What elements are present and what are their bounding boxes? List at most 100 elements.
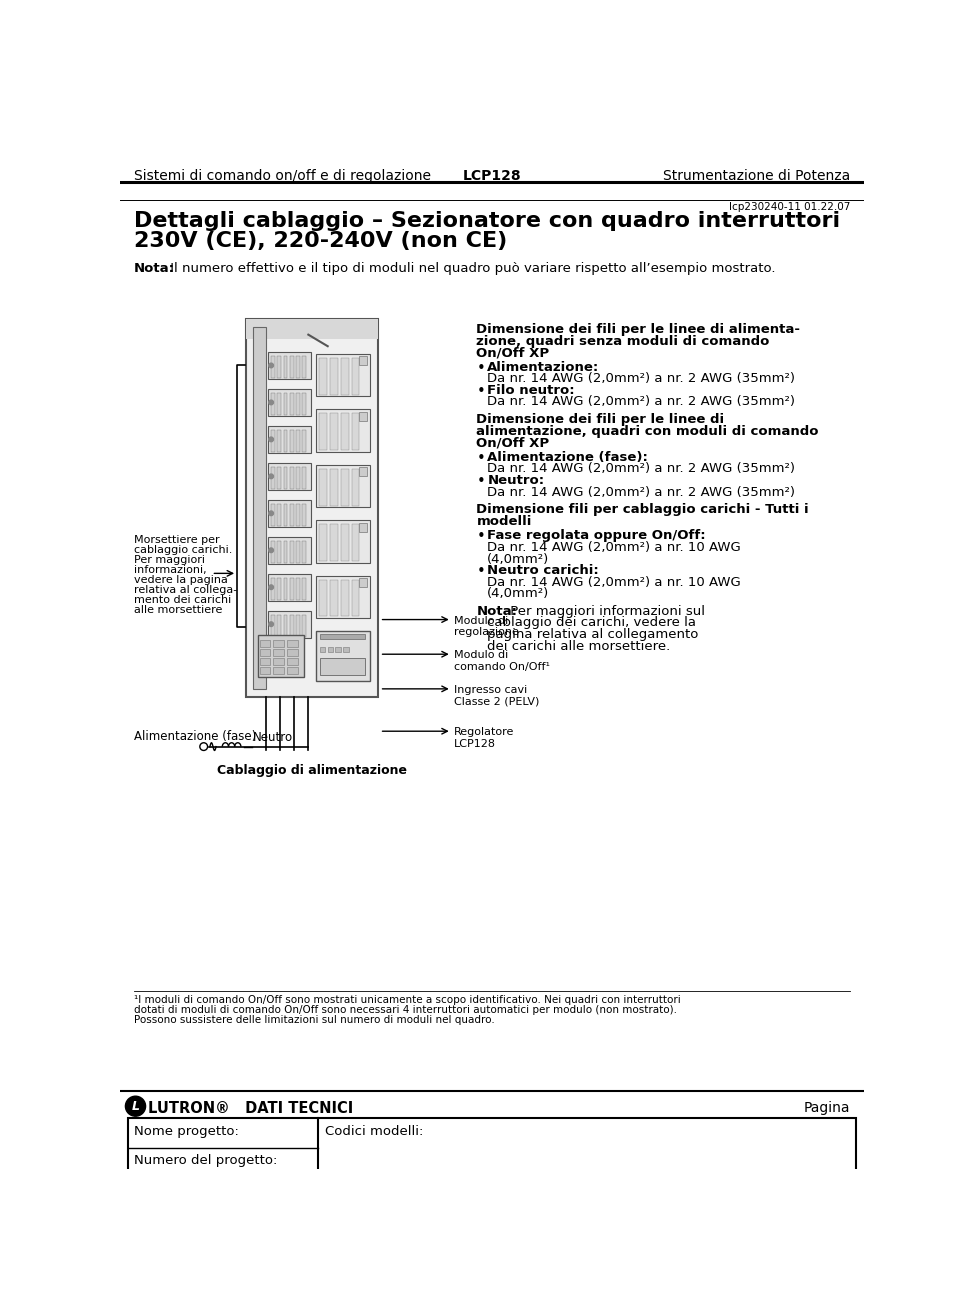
Bar [287, 667, 299, 675]
Bar [283, 541, 287, 562]
Bar [271, 504, 275, 525]
Text: Alimentazione:: Alimentazione: [488, 361, 600, 374]
Bar [359, 578, 368, 587]
Circle shape [126, 1096, 146, 1116]
Text: Per maggiori informazioni sul: Per maggiori informazioni sul [506, 605, 705, 618]
Text: Cablaggio di alimentazione: Cablaggio di alimentazione [217, 764, 407, 777]
Text: vedere la pagina: vedere la pagina [134, 575, 228, 584]
Bar [274, 649, 284, 655]
Bar [283, 467, 287, 488]
Text: Numero del progetto:: Numero del progetto: [134, 1154, 277, 1167]
Bar [335, 646, 341, 651]
Bar [359, 412, 368, 421]
Bar [277, 467, 281, 488]
Bar [283, 578, 287, 600]
Text: •: • [476, 474, 485, 488]
Bar [359, 467, 368, 477]
Bar [320, 646, 325, 651]
Bar [268, 390, 311, 416]
Text: On/Off XP: On/Off XP [476, 436, 550, 449]
Text: Neutro: Neutro [253, 731, 294, 744]
Circle shape [269, 548, 274, 553]
Text: •: • [476, 361, 485, 376]
Bar [247, 319, 378, 697]
Bar [359, 356, 368, 365]
Bar [351, 469, 359, 506]
Text: Da nr. 14 AWG (2,0mm²) a nr. 2 AWG (35mm²): Da nr. 14 AWG (2,0mm²) a nr. 2 AWG (35mm… [488, 395, 795, 408]
Text: lcp230240-11 01.22.07: lcp230240-11 01.22.07 [729, 202, 850, 213]
Text: alimentazione, quadri con moduli di comando: alimentazione, quadri con moduli di coma… [476, 424, 819, 437]
Bar [287, 639, 299, 646]
Bar [277, 356, 281, 378]
Text: Nota:: Nota: [134, 261, 175, 274]
Bar [302, 504, 306, 525]
Bar [290, 431, 294, 452]
Bar [344, 646, 348, 651]
Bar [302, 614, 306, 637]
Bar [330, 469, 338, 506]
Text: Fase regolata oppure On/Off:: Fase regolata oppure On/Off: [488, 529, 706, 542]
Bar [259, 639, 271, 646]
Text: Da nr. 14 AWG (2,0mm²) a nr. 2 AWG (35mm²): Da nr. 14 AWG (2,0mm²) a nr. 2 AWG (35mm… [488, 462, 795, 475]
Bar [330, 357, 338, 395]
Bar [296, 614, 300, 637]
Bar [268, 352, 311, 379]
Text: •: • [476, 565, 485, 579]
Bar [277, 614, 281, 637]
Text: Per maggiori: Per maggiori [134, 555, 204, 565]
Text: LUTRON®   DATI TECNICI: LUTRON® DATI TECNICI [148, 1100, 353, 1116]
Bar [330, 579, 338, 617]
Text: LCP128: LCP128 [463, 169, 521, 183]
Circle shape [269, 400, 274, 404]
Bar [259, 658, 271, 664]
Bar [319, 469, 327, 506]
Bar [341, 579, 348, 617]
Bar [320, 634, 365, 639]
Bar [296, 431, 300, 452]
Bar [259, 667, 271, 675]
Bar [341, 414, 348, 450]
Bar [277, 431, 281, 452]
Bar [296, 467, 300, 488]
Bar [319, 357, 327, 395]
Bar [271, 614, 275, 637]
Text: L: L [132, 1100, 139, 1112]
Circle shape [269, 584, 274, 590]
Bar [302, 578, 306, 600]
Circle shape [269, 474, 274, 479]
Text: 230V (CE), 220-240V (non CE): 230V (CE), 220-240V (non CE) [134, 231, 507, 251]
Bar [327, 646, 333, 651]
Bar [271, 356, 275, 378]
Text: Morsettiere per: Morsettiere per [134, 534, 220, 545]
Text: Neutro carichi:: Neutro carichi: [488, 565, 599, 578]
Bar [296, 356, 300, 378]
Bar [274, 667, 284, 675]
Text: •: • [476, 383, 485, 399]
Bar [271, 467, 275, 488]
Bar [316, 632, 371, 681]
Bar [290, 356, 294, 378]
Text: Modulo di
comando On/Off¹: Modulo di comando On/Off¹ [454, 650, 550, 672]
Bar [283, 504, 287, 525]
Bar [271, 578, 275, 600]
Text: Strumentazione di Potenza: Strumentazione di Potenza [662, 169, 850, 183]
Bar [290, 614, 294, 637]
Bar [277, 578, 281, 600]
Bar [359, 523, 368, 532]
Text: Sistemi di comando on/off e di regolazione: Sistemi di comando on/off e di regolazio… [134, 169, 431, 183]
Bar [302, 467, 306, 488]
Bar [258, 635, 304, 678]
Text: Il numero effettivo e il tipo di moduli nel quadro può variare rispetto all’esem: Il numero effettivo e il tipo di moduli … [166, 261, 776, 274]
Text: Dimensione fili per cablaggio carichi - Tutti i: Dimensione fili per cablaggio carichi - … [476, 503, 809, 516]
Text: Neutro:: Neutro: [488, 474, 544, 487]
Bar [302, 541, 306, 562]
Text: Dimensione dei fili per le linee di: Dimensione dei fili per le linee di [476, 414, 725, 427]
Text: zione, quadri senza moduli di comando: zione, quadri senza moduli di comando [476, 335, 770, 348]
Bar [277, 504, 281, 525]
Bar [290, 578, 294, 600]
Text: Possono sussistere delle limitazioni sul numero di moduli nel quadro.: Possono sussistere delle limitazioni sul… [134, 1015, 494, 1025]
Text: Da nr. 14 AWG (2,0mm²) a nr. 2 AWG (35mm²): Da nr. 14 AWG (2,0mm²) a nr. 2 AWG (35mm… [488, 486, 795, 499]
Bar [341, 469, 348, 506]
Text: Filo neutro:: Filo neutro: [488, 383, 575, 397]
Text: Pagina: Pagina [804, 1100, 850, 1115]
